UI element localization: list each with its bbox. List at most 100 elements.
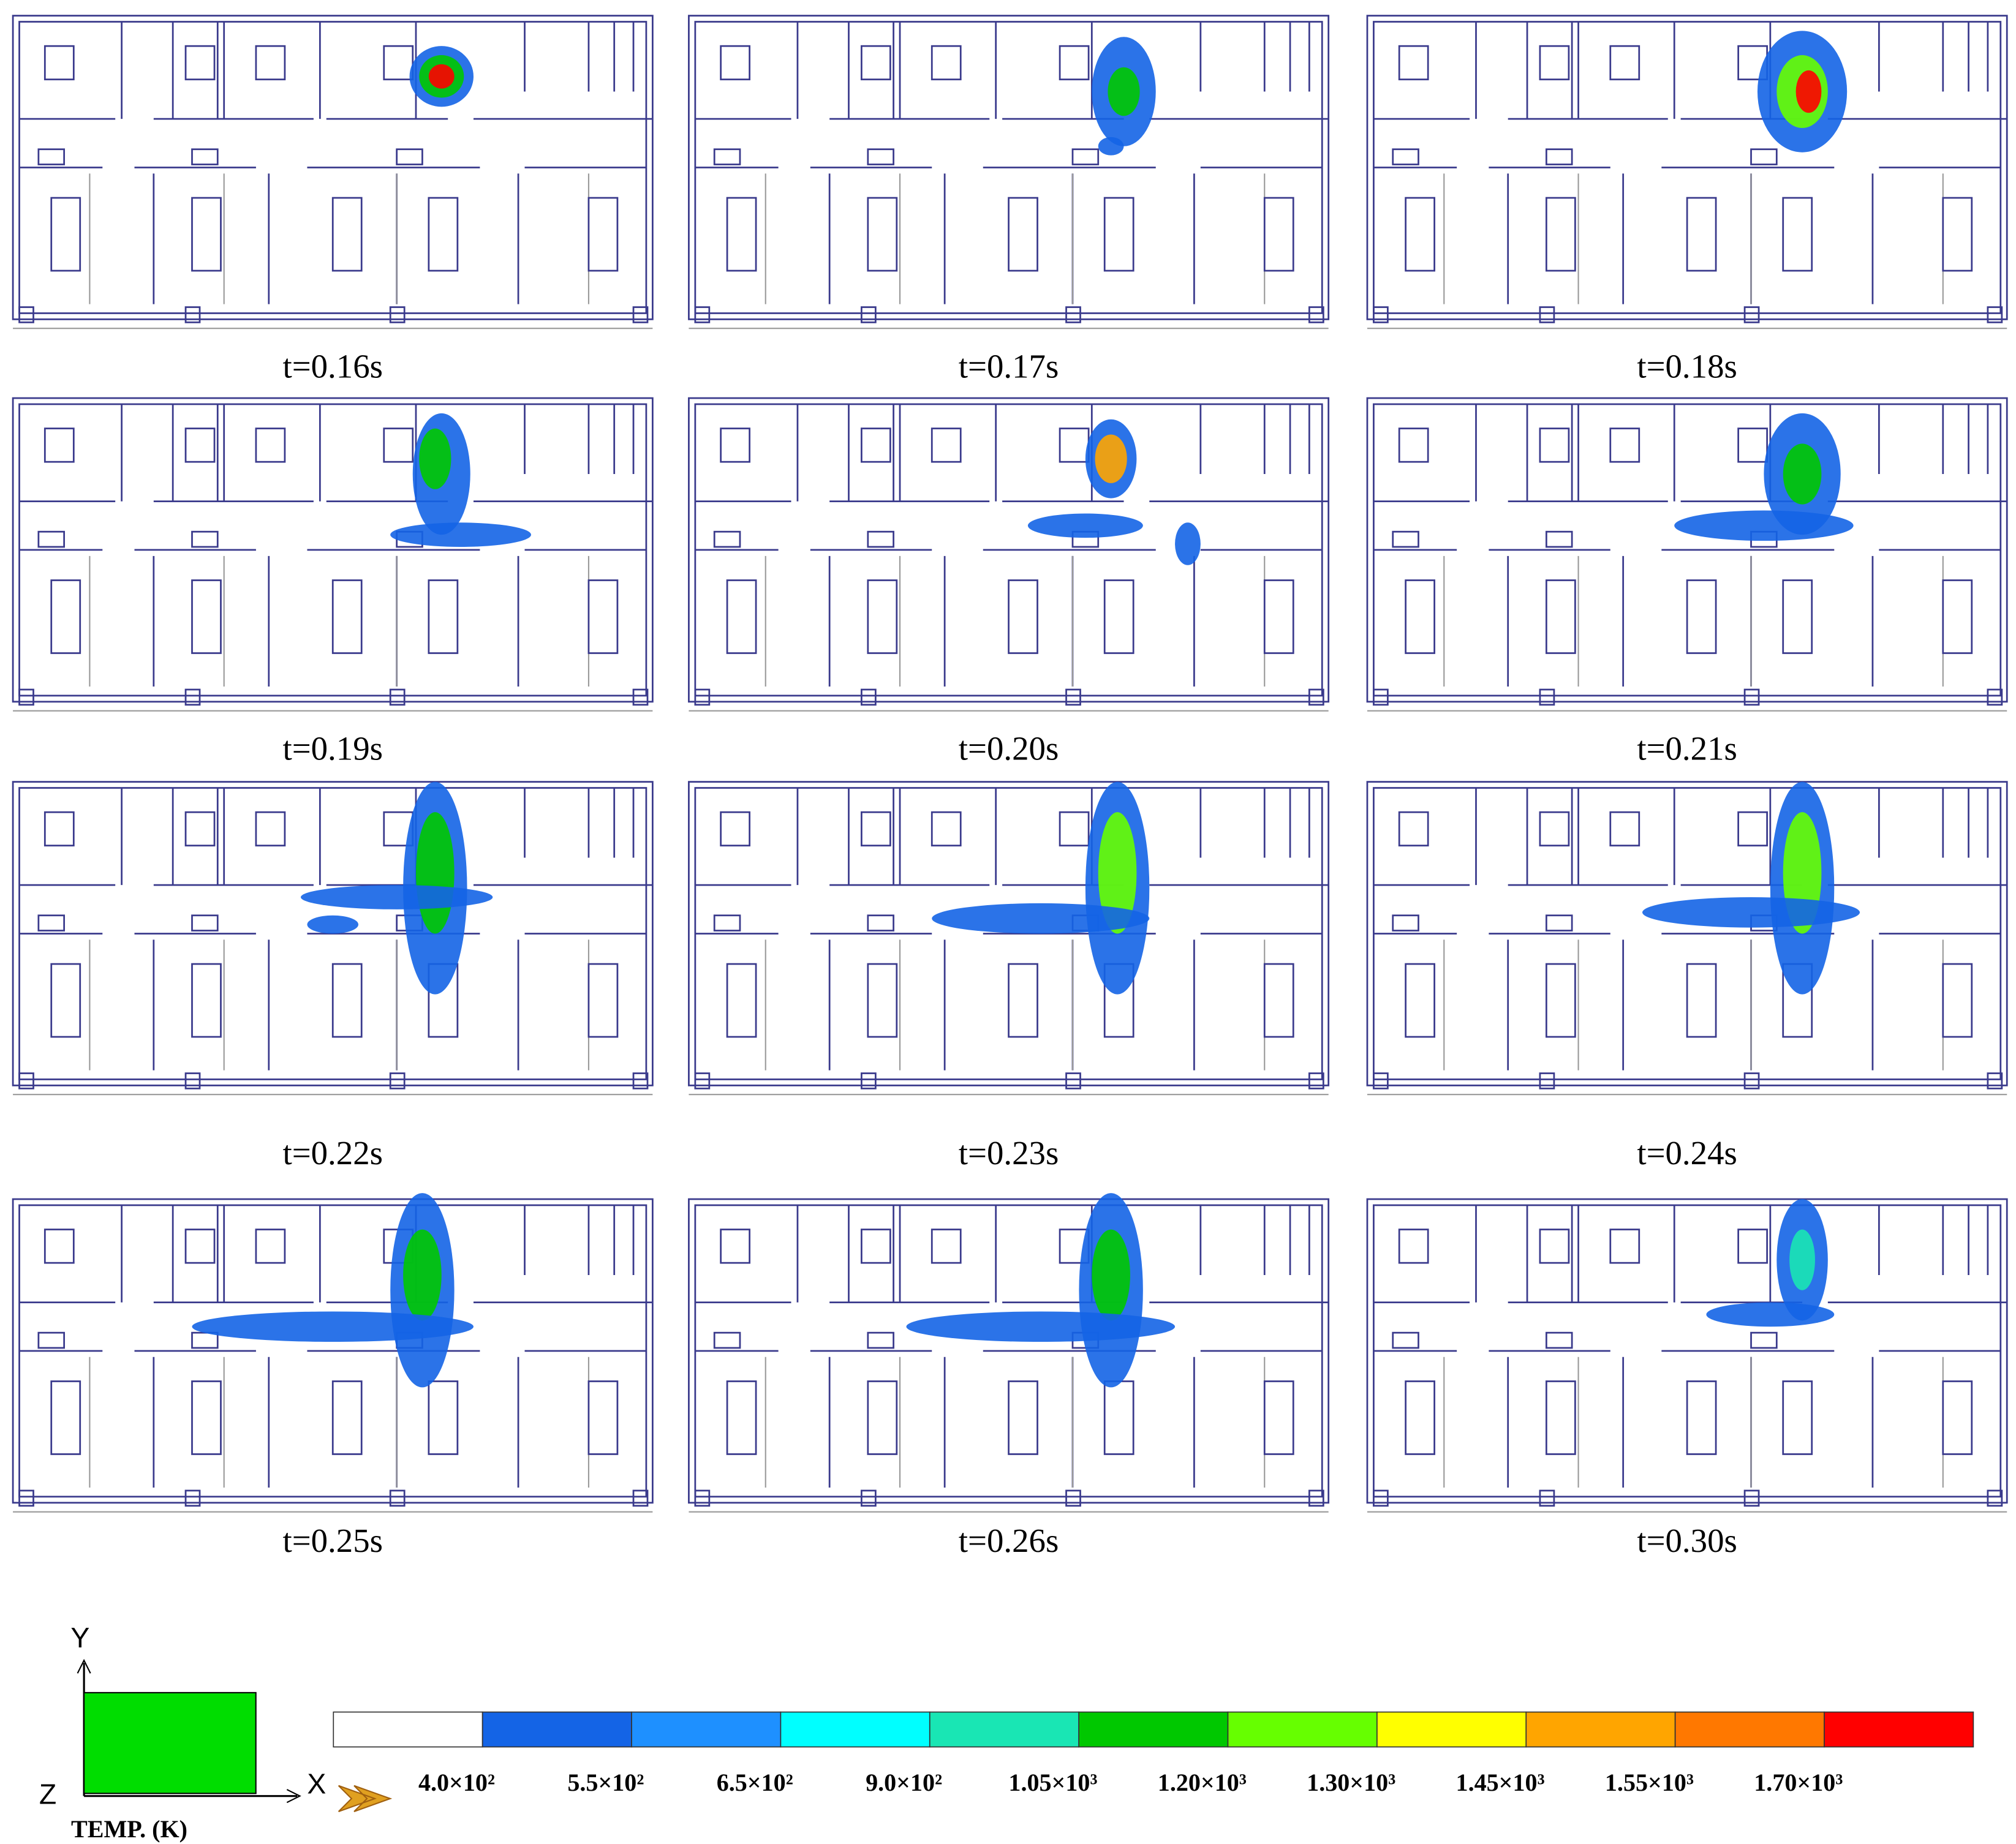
room-feature <box>587 197 619 272</box>
outer-wall <box>12 15 654 320</box>
z-axis-label: Z <box>39 1778 56 1810</box>
room-feature <box>1539 427 1570 463</box>
room-feature <box>1545 579 1576 654</box>
room-feature <box>191 148 219 165</box>
color-swatch <box>631 1711 782 1748</box>
room-feature <box>1545 1380 1576 1455</box>
floor-plan-panel <box>12 15 654 329</box>
room-feature <box>43 1229 75 1264</box>
room-feature <box>1398 811 1429 847</box>
room-feature <box>1103 1380 1134 1455</box>
room-feature <box>720 1229 751 1264</box>
color-swatch <box>1376 1711 1527 1748</box>
room-feature <box>867 963 898 1038</box>
room-feature <box>1373 688 1389 706</box>
legend-title: TEMP. (K) <box>71 1815 187 1843</box>
room-feature <box>1539 811 1570 847</box>
room-feature <box>1686 197 1717 272</box>
room-feature <box>726 579 757 654</box>
room-feature <box>867 579 898 654</box>
temperature-plume <box>301 885 493 909</box>
room-feature <box>861 45 891 81</box>
room-feature <box>1308 1072 1324 1089</box>
room-feature <box>50 579 81 654</box>
time-label: t=0.21s <box>1637 730 1737 767</box>
color-swatch <box>1824 1711 1974 1748</box>
room-feature <box>1609 1229 1640 1264</box>
room-feature <box>1008 963 1038 1038</box>
room-feature <box>1539 1229 1570 1264</box>
room-feature <box>1737 1229 1769 1264</box>
room-feature <box>1609 45 1640 81</box>
color-swatch <box>481 1711 632 1748</box>
room-feature <box>861 1489 877 1507</box>
room-feature <box>1987 306 2003 323</box>
floor-plan-panel <box>688 15 1330 329</box>
room-feature <box>383 45 414 81</box>
outer-wall <box>1366 15 2008 320</box>
room-feature <box>1308 306 1324 323</box>
arrow-head <box>77 1658 91 1674</box>
outer-wall <box>688 15 1330 320</box>
room-feature <box>726 197 757 272</box>
room-feature <box>632 1489 649 1507</box>
color-swatch <box>1525 1711 1676 1748</box>
floor-plan-panel <box>688 397 1330 712</box>
room-feature <box>18 1489 34 1507</box>
room-feature <box>191 914 219 931</box>
room-feature <box>43 427 75 463</box>
time-label: t=0.17s <box>959 347 1059 385</box>
room-feature <box>1373 1072 1389 1089</box>
room-feature <box>931 1229 962 1264</box>
room-feature <box>713 530 741 548</box>
room-feature <box>1545 1331 1573 1349</box>
room-feature <box>1545 914 1573 931</box>
room-feature <box>867 530 894 548</box>
room-feature <box>428 579 459 654</box>
room-feature <box>1008 1380 1038 1455</box>
room-feature <box>867 1331 894 1349</box>
room-feature <box>389 1489 406 1507</box>
room-feature <box>1743 1489 1760 1507</box>
room-feature <box>713 148 741 165</box>
room-feature <box>1942 1380 1973 1455</box>
room-feature <box>255 45 286 81</box>
room-feature <box>255 1229 286 1264</box>
room-feature <box>1539 306 1555 323</box>
room-feature <box>1987 688 2003 706</box>
room-feature <box>331 963 363 1038</box>
room-feature <box>1392 1331 1419 1349</box>
room-feature <box>1405 197 1435 272</box>
room-feature <box>383 427 414 463</box>
room-feature <box>389 306 406 323</box>
room-feature <box>1065 306 1081 323</box>
room-feature <box>694 688 711 706</box>
floor-plan-panel <box>1366 15 2008 329</box>
room-feature <box>861 1072 877 1089</box>
outer-wall <box>1366 781 2008 1086</box>
room-feature <box>1782 579 1813 654</box>
room-feature <box>1750 1331 1778 1349</box>
room-feature <box>1392 530 1419 548</box>
room-feature <box>1743 1072 1760 1089</box>
room-feature <box>1942 579 1973 654</box>
room-feature <box>1539 1072 1555 1089</box>
room-feature <box>184 811 216 847</box>
room-feature <box>1609 427 1640 463</box>
room-feature <box>1743 688 1760 706</box>
orientation-plane <box>83 1692 257 1794</box>
temperature-plume <box>1098 812 1137 934</box>
room-feature <box>632 688 649 706</box>
room-feature <box>1987 1072 2003 1089</box>
room-feature <box>191 1331 219 1349</box>
room-feature <box>1008 197 1038 272</box>
legend-label: 6.5×10² <box>717 1769 793 1796</box>
room-feature <box>1545 963 1576 1038</box>
time-label: t=0.25s <box>282 1522 383 1559</box>
room-feature <box>331 1380 363 1455</box>
room-feature <box>1609 811 1640 847</box>
temperature-plume <box>390 522 531 547</box>
room-feature <box>1103 579 1134 654</box>
room-feature <box>37 914 66 931</box>
